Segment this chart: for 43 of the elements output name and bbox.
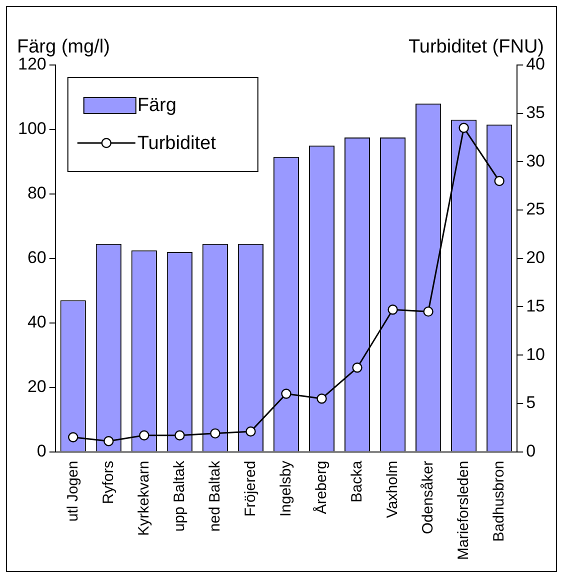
x-tick-label: ned Baltak xyxy=(206,460,224,532)
x-tick-label: Odensåker xyxy=(419,460,436,534)
y2-tick-label: 20 xyxy=(526,248,546,268)
x-tick-label: upp Baltak xyxy=(170,460,188,532)
point xyxy=(458,122,469,133)
y-tick-label: 100 xyxy=(18,119,46,138)
point xyxy=(139,430,150,440)
y2-tick-label: 35 xyxy=(526,103,546,122)
y2-tick-label: 30 xyxy=(526,151,546,170)
x-tick-label: Ryfors xyxy=(100,460,117,504)
y-tick-label: 0 xyxy=(36,441,46,460)
legend-label: Turbiditet xyxy=(137,133,217,154)
point xyxy=(316,394,327,404)
y2-tick-label: 25 xyxy=(526,200,546,219)
x-tick-label: Åreberg xyxy=(312,460,330,514)
x-tick-label: Kyrkekvarn xyxy=(135,460,152,536)
point xyxy=(68,432,78,442)
x-tick-label: Vaxholm xyxy=(384,460,401,518)
y2-axis-title: Turbiditet (FNU) xyxy=(408,36,544,58)
x-tick-label: Fröjered xyxy=(242,460,259,517)
y-tick-label: 60 xyxy=(27,248,46,268)
point xyxy=(388,304,398,315)
x-tick-label: Backa xyxy=(348,460,366,502)
y2-tick-label: 0 xyxy=(526,441,536,460)
legend-label: Färg xyxy=(137,95,176,116)
y2-tick-label: 5 xyxy=(526,393,536,412)
x-tick-label: utl Jogen xyxy=(64,460,82,522)
point xyxy=(281,388,292,399)
y2-tick-label: 15 xyxy=(526,296,546,316)
y-tick-label: 80 xyxy=(27,184,46,203)
y2-tick-label: 10 xyxy=(526,344,546,364)
y-tick-label: 20 xyxy=(27,377,46,396)
point xyxy=(352,362,362,373)
point xyxy=(246,426,256,437)
point xyxy=(104,436,114,446)
point xyxy=(423,306,434,317)
x-tick-label: Marieforsleden xyxy=(454,460,472,560)
point xyxy=(494,176,504,186)
y-tick-label: 40 xyxy=(27,312,46,332)
point xyxy=(174,430,185,440)
x-tick-label: Badhusbron xyxy=(490,460,508,542)
point xyxy=(210,428,220,439)
x-tick-label: Ingelsby xyxy=(277,460,294,517)
